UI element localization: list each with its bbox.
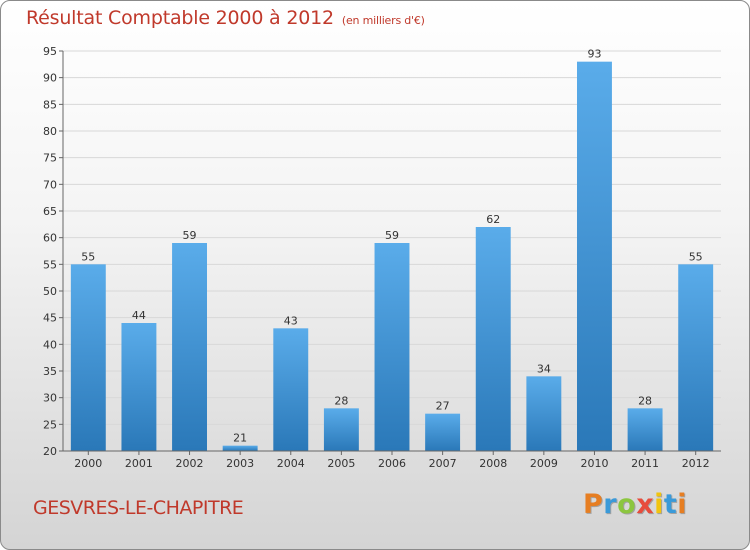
data-label-2002: 59 [183, 229, 197, 242]
bar-2011 [627, 408, 663, 451]
logo-letter: i [654, 489, 664, 520]
data-label-2003: 21 [233, 432, 247, 445]
x-tick-label-2006: 2006 [378, 457, 406, 470]
bar-2004 [273, 328, 309, 451]
logo-letter: i [677, 489, 688, 520]
data-label-2001: 44 [132, 309, 146, 322]
bar-2006 [374, 243, 410, 451]
x-tick-label-2004: 2004 [277, 457, 305, 470]
bar-2012 [678, 264, 714, 451]
y-tick-label: 35 [43, 365, 57, 378]
logo-letter: P [583, 489, 604, 520]
axes: 20 25 30 35 40 45 50 55 60 65 70 75 80 85 90 95 2000 2001… [43, 45, 721, 470]
y-tick-label: 20 [43, 445, 57, 458]
y-tick-label: 90 [43, 72, 57, 85]
commune-name: GESVRES-LE-CHAPITRE [33, 497, 244, 519]
bar-2009 [526, 376, 562, 451]
x-tick-label-2007: 2007 [429, 457, 457, 470]
bar-2005 [323, 408, 359, 451]
data-label-2012: 55 [689, 250, 703, 263]
y-tick-label: 40 [43, 338, 57, 351]
chart-title: Résultat Comptable 2000 à 2012 (en millie… [26, 7, 425, 29]
y-tick-label: 85 [43, 98, 57, 111]
y-tick-label: 45 [43, 312, 57, 325]
x-tick-label-2002: 2002 [176, 457, 204, 470]
data-label-2007: 27 [436, 400, 450, 413]
chart-unit: (en milliers d'€) [341, 14, 425, 27]
y-tick-label: 80 [43, 125, 57, 138]
x-tick-label-2005: 2005 [327, 457, 355, 470]
x-tick-label-2012: 2012 [682, 457, 710, 470]
logo-letter: r [603, 489, 618, 520]
y-tick-label: 30 [43, 392, 57, 405]
y-tick-label: 70 [43, 178, 57, 191]
proxiti-logo: Proxiti [583, 489, 687, 520]
data-label-2011: 28 [638, 394, 652, 407]
bar-2008 [475, 227, 511, 451]
y-tick-label: 25 [43, 418, 57, 431]
x-tick-label-2010: 2010 [580, 457, 608, 470]
bar-2000 [70, 264, 106, 451]
logo-letter: o [617, 489, 637, 520]
x-tick-label-2011: 2011 [631, 457, 659, 470]
chart-title-text: Résultat Comptable 2000 à 2012 [26, 7, 334, 29]
y-tick-label: 75 [43, 152, 57, 165]
x-tick-label-2000: 2000 [74, 457, 102, 470]
x-tick-label-2009: 2009 [530, 457, 558, 470]
x-tick-label-2001: 2001 [125, 457, 153, 470]
x-tick-label-2008: 2008 [479, 457, 507, 470]
logo-letter: t [663, 489, 678, 520]
bar-2003 [222, 445, 258, 451]
data-label-2010: 93 [587, 48, 601, 61]
data-label-2009: 34 [537, 362, 551, 375]
data-label-2008: 62 [486, 213, 500, 226]
bar-2002 [172, 243, 208, 451]
bar-2007 [425, 413, 461, 451]
y-tick-label: 55 [43, 258, 57, 271]
data-label-2006: 59 [385, 229, 399, 242]
logo-letter: x [636, 489, 655, 520]
y-tick-label: 50 [43, 285, 57, 298]
y-tick-label: 65 [43, 205, 57, 218]
bar-2001 [121, 323, 157, 451]
data-label-2004: 43 [284, 314, 298, 327]
bars: 55 44 59 21 43 28 59 27 62 34 93 28 55 [70, 48, 714, 452]
y-tick-label: 60 [43, 232, 57, 245]
bar-2010 [576, 61, 612, 452]
data-label-2000: 55 [81, 250, 95, 263]
y-tick-label: 95 [43, 45, 57, 58]
x-tick-label-2003: 2003 [226, 457, 254, 470]
data-label-2005: 28 [334, 394, 348, 407]
